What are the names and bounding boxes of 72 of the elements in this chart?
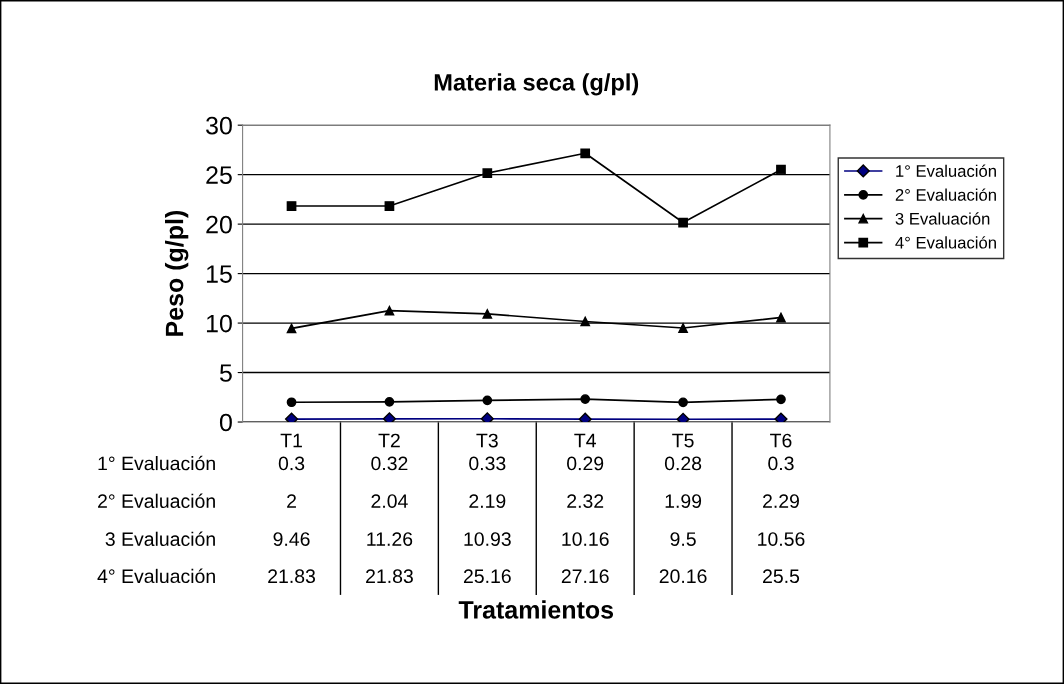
- text: 4° Evaluación: [97, 568, 215, 584]
- point: [776, 164, 786, 175]
- point: [384, 305, 395, 316]
- data-label: 0.3: [278, 456, 305, 471]
- data-label: 2.32: [567, 494, 604, 508]
- y-tick-label: 5: [219, 364, 232, 382]
- point: [284, 412, 299, 423]
- point: [580, 148, 591, 159]
- data-label: 25.5: [763, 569, 800, 584]
- data-label: 10.93: [464, 532, 511, 546]
- data-label: 0.29: [567, 456, 604, 471]
- legend-label: 2° Evaluación: [895, 188, 996, 201]
- text: Tratamientos: [458, 600, 614, 619]
- data-label: 9.5: [670, 532, 696, 546]
- data-label: 0.28: [664, 456, 702, 471]
- data-label: 9.46: [273, 532, 310, 546]
- text: 1° Evaluación: [98, 455, 215, 471]
- data-label: 0.32: [371, 456, 408, 471]
- point: [480, 412, 494, 423]
- y-tick-label: 30: [206, 116, 232, 135]
- point: [774, 412, 788, 423]
- point: [382, 412, 397, 423]
- y-axis-title: Peso (g/pl): [164, 210, 189, 336]
- data-label: 2.29: [763, 494, 799, 508]
- data-label: 11.26: [367, 532, 413, 546]
- point: [578, 412, 592, 423]
- data-label: 27.16: [561, 569, 609, 584]
- data-label: 2: [287, 494, 296, 508]
- data-label: 2.04: [371, 494, 408, 508]
- point: [580, 316, 591, 327]
- x-tick-label: T3: [476, 433, 498, 448]
- x-tick-label: T2: [378, 433, 400, 448]
- point: [676, 412, 690, 423]
- point: [678, 397, 688, 408]
- y-tick-label: 0: [219, 413, 232, 432]
- data-label: 21.83: [366, 569, 413, 584]
- data-label: 0.3: [768, 456, 794, 471]
- point: [580, 394, 591, 404]
- chart-title: Materia seca (g/pl): [434, 73, 639, 96]
- point: [776, 394, 786, 405]
- x-tick-label: T4: [574, 433, 596, 448]
- point: [286, 201, 297, 211]
- x-tick-label: T5: [672, 433, 694, 448]
- legend-label: 4° Evaluación: [895, 236, 996, 249]
- y-tick-label: 25: [206, 166, 232, 184]
- point: [678, 217, 688, 228]
- data-label: 10.56: [758, 532, 805, 546]
- legend-label: 3 Evaluación: [895, 212, 990, 225]
- point: [776, 312, 786, 323]
- y-tick-label: 15: [206, 265, 232, 283]
- data-label: 0.33: [469, 456, 506, 471]
- point: [384, 396, 395, 407]
- text: 2° Evaluación: [98, 493, 215, 508]
- data-label: 21.83: [268, 569, 316, 584]
- point: [384, 201, 395, 211]
- data-label: 20.16: [659, 569, 707, 584]
- legend-label: 1° Evaluación: [896, 164, 996, 177]
- data-label: 1.99: [665, 494, 702, 508]
- point: [482, 395, 493, 406]
- data-label: 2.19: [469, 494, 506, 508]
- text: 3 Evaluación: [105, 531, 215, 546]
- y-tick-label: 20: [206, 215, 232, 234]
- point: [482, 309, 493, 319]
- point: [286, 397, 297, 408]
- data-label: 10.16: [562, 532, 609, 546]
- x-tick-label: T1: [280, 433, 302, 448]
- x-tick-label: T6: [770, 433, 792, 448]
- point: [678, 323, 688, 333]
- y-tick-label: 10: [206, 314, 232, 333]
- point: [286, 323, 297, 334]
- point: [482, 168, 493, 178]
- data-label: 25.16: [463, 569, 511, 584]
